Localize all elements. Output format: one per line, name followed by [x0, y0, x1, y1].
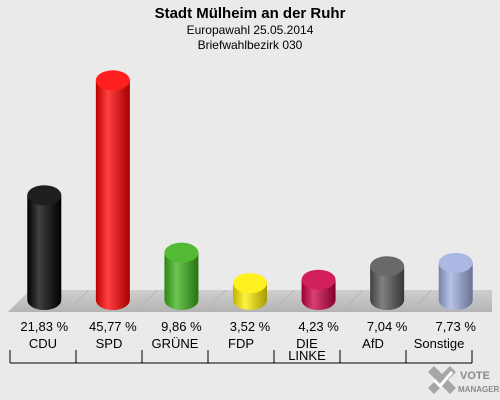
logo-text-vote: VOTE [460, 370, 490, 382]
chart-title: Stadt Mülheim an der Ruhr [155, 5, 346, 22]
bar-body [27, 195, 62, 310]
bar-top [164, 242, 199, 263]
category-label: Sonstige [414, 336, 465, 351]
value-label: 3,52 % [230, 319, 271, 334]
bar-body [164, 252, 199, 310]
category-label: CDU [29, 336, 57, 351]
bar-grüne [164, 242, 199, 310]
bar-body [370, 266, 405, 310]
category-label: FDP [228, 336, 254, 351]
value-label: 4,23 % [298, 319, 339, 334]
bar-sonstige [438, 252, 473, 310]
category-label: DIE [296, 336, 318, 351]
floor-diagonal-line [66, 289, 89, 313]
bar-body [95, 80, 130, 310]
bar-top [438, 252, 473, 273]
value-label: 9,86 % [161, 319, 202, 334]
bar-afd [370, 256, 405, 310]
bar-cdu [27, 185, 62, 310]
bar-die-linke [301, 269, 336, 310]
bar-top [27, 185, 62, 206]
value-label: 45,77 % [89, 319, 137, 334]
bar-body [438, 262, 473, 310]
value-label: 7,73 % [435, 319, 476, 334]
chart-subtitle-district: Briefwahlbezirk 030 [198, 38, 303, 52]
bar-spd [95, 70, 130, 310]
value-label: 7,04 % [367, 319, 408, 334]
logo-text-manager: MANAGER [458, 385, 500, 394]
value-label: 21,83 % [20, 319, 68, 334]
bar-top [301, 269, 336, 290]
category-label: LINKE [288, 348, 326, 363]
floor-diagonal-line [340, 289, 364, 313]
floor-diagonal-line [203, 289, 227, 313]
category-label: SPD [96, 336, 123, 351]
bar-top [233, 273, 267, 294]
bar-top [95, 70, 130, 91]
bar-top [370, 256, 405, 277]
bars-group [27, 70, 473, 310]
bar-fdp [233, 273, 267, 310]
chart-subtitle-date: Europawahl 25.05.2014 [187, 23, 314, 37]
floor-diagonal-line [409, 289, 432, 313]
floor-diagonal-line [271, 289, 295, 313]
value-labels: 21,83 % 45,77 % 9,86 % 3,52 % 4,23 % 7,04 % 7,… [20, 319, 476, 334]
vote-manager-logo: VOTE MANAGER [428, 366, 500, 394]
floor-diagonal-line [134, 289, 158, 313]
floor-diagonals [66, 289, 432, 313]
category-label: GRÜNE [152, 336, 199, 351]
category-label: AfD [362, 336, 384, 351]
logo-mark-icon [428, 366, 456, 394]
